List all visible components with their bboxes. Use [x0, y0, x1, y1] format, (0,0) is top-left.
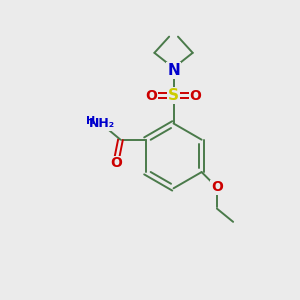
Text: N: N — [167, 63, 180, 78]
Text: O: O — [110, 156, 122, 170]
Text: S: S — [168, 88, 179, 103]
Text: NH₂: NH₂ — [89, 117, 115, 130]
Text: O: O — [146, 88, 158, 103]
Text: O: O — [190, 88, 202, 103]
Text: O: O — [211, 180, 223, 194]
Text: H: H — [86, 116, 96, 126]
